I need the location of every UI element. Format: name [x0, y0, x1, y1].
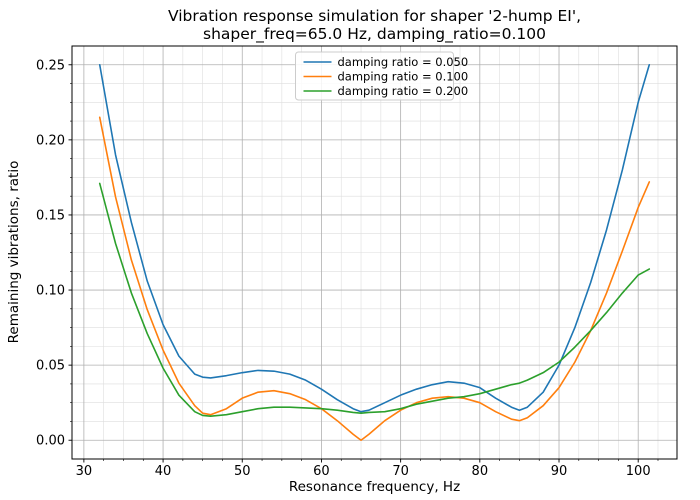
x-tick-label: 90: [551, 464, 568, 479]
x-tick-label: 40: [155, 464, 172, 479]
y-tick-label: 0.05: [36, 359, 65, 374]
x-tick-label: 80: [472, 464, 489, 479]
x-tick-label: 70: [392, 464, 409, 479]
legend-label: damping ratio = 0.200: [338, 84, 469, 98]
chart-title-line1: Vibration response simulation for shaper…: [168, 7, 581, 25]
plot-area: 30 40 50 60 70 80 90 100 0.00 0.05 0.10 0.15 0.20 0.2…: [36, 45, 678, 479]
y-tick-label: 0.15: [36, 208, 65, 223]
x-tick-label: 60: [313, 464, 330, 479]
chart-title-line2: shaper_freq=65.0 Hz, damping_ratio=0.100: [203, 25, 546, 44]
series-line-1: [98, 116, 651, 442]
y-tick-label: 0.00: [36, 434, 65, 449]
legend-label: damping ratio = 0.050: [338, 55, 469, 69]
x-axis-label: Resonance frequency, Hz: [289, 479, 460, 495]
series-line-2: [98, 182, 651, 417]
axes-frame: [71, 45, 678, 460]
legend-box: [295, 51, 454, 101]
y-tick-label: 0.20: [36, 133, 65, 148]
series-line-0: [98, 63, 651, 413]
y-axis-label: Remaining vibrations, ratio: [6, 161, 22, 344]
legend-label: damping ratio = 0.100: [338, 70, 469, 84]
x-tick-label: 50: [234, 464, 251, 479]
x-tick-label: 100: [626, 464, 651, 479]
x-tick-label: 30: [76, 464, 93, 479]
y-tick-label: 0.25: [36, 58, 65, 73]
y-tick-label: 0.10: [36, 284, 65, 299]
